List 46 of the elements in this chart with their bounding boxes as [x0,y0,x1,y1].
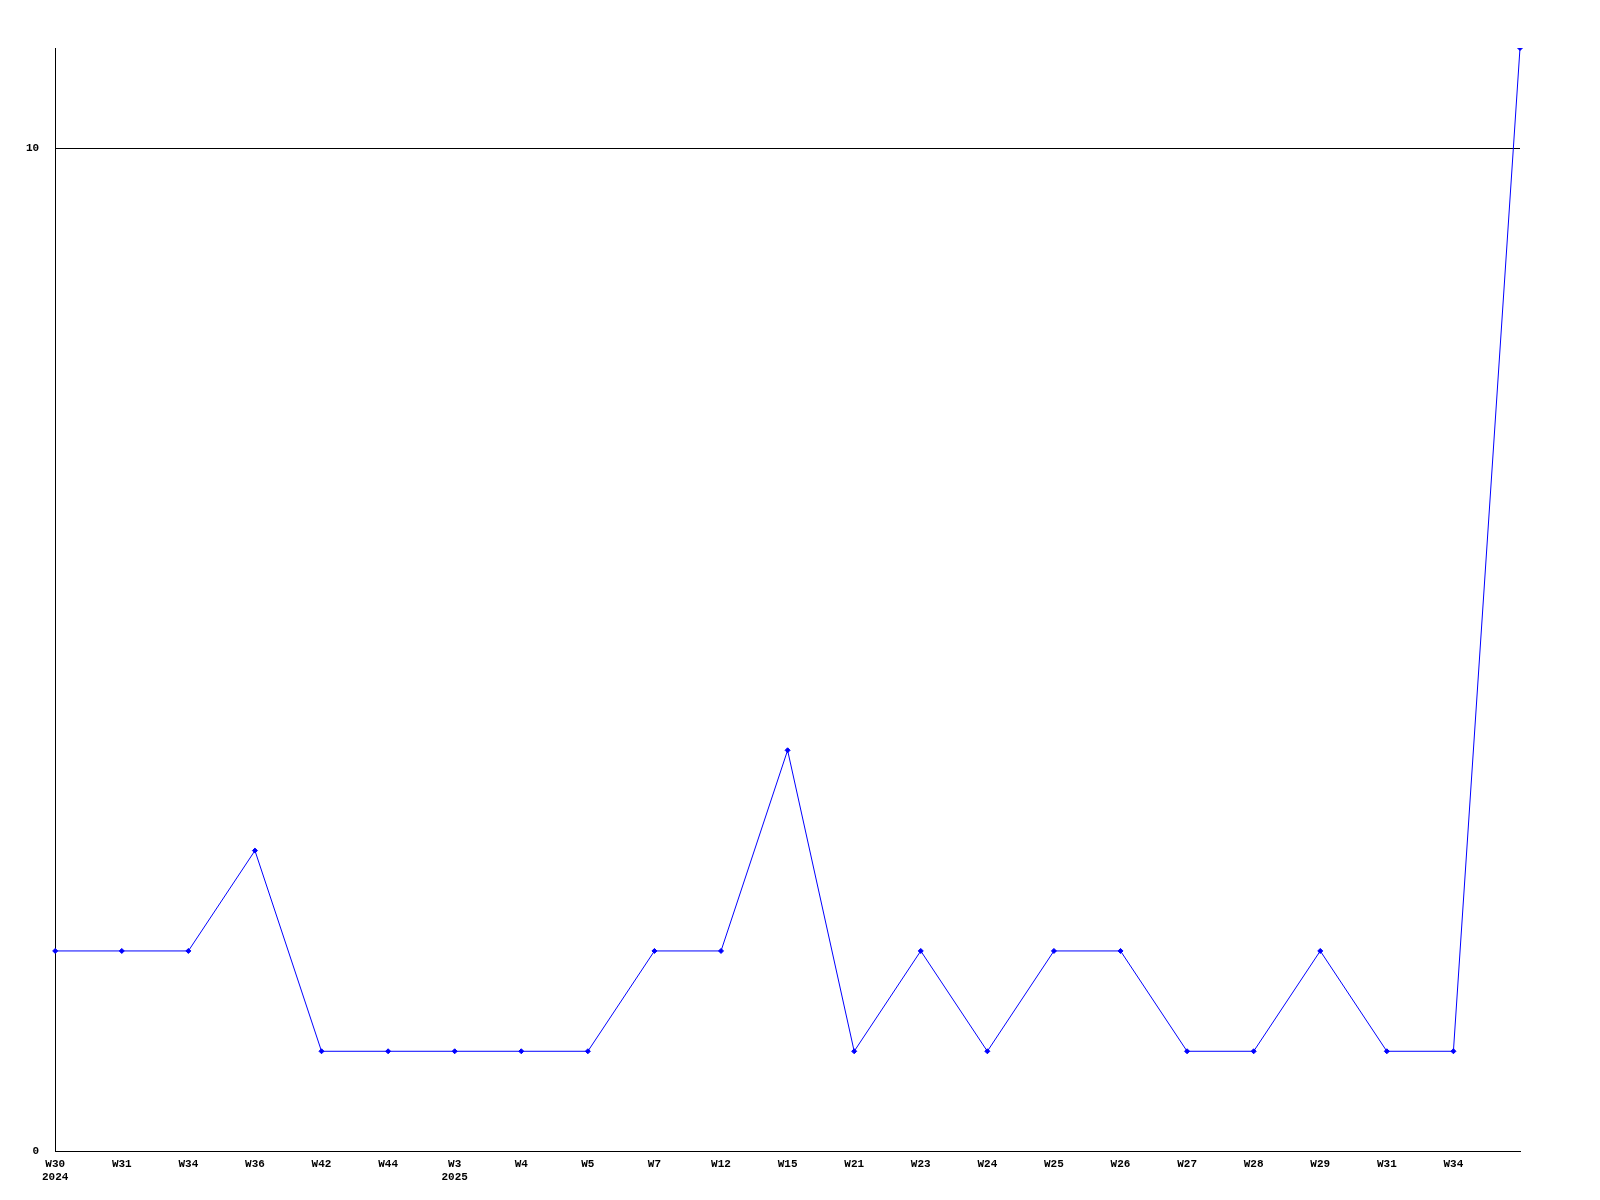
x-tick-label: W34 [1443,1157,1464,1170]
point [185,947,192,954]
y-tick-label: 10 [26,142,40,155]
point [1317,947,1324,954]
point [1383,1048,1390,1055]
x-tick-label: W31 [1376,1157,1398,1170]
x-tick-label: W36 [245,1157,265,1170]
x-tick-label: W23 [910,1157,932,1170]
point [251,847,258,854]
point [1117,947,1124,954]
x-tick-label: W24 [977,1157,998,1170]
point [318,1048,325,1055]
point [1184,1048,1191,1055]
x-tick-label: W44 [378,1157,399,1170]
x-tick-label: W31 [111,1157,133,1170]
x-tick-label: W15 [777,1157,798,1170]
point [52,947,59,954]
x-tick-label: W12 [711,1157,731,1170]
x-tick-label: W27 [1177,1157,1197,1170]
x-tick-label: W3 2025 [441,1157,469,1184]
x-tick-label: W30 2024 [42,1157,69,1184]
x-tick-label: W29 [1310,1157,1331,1170]
point [584,1048,591,1055]
point [385,1048,392,1055]
point [651,947,658,954]
x-tick-label: W34 [178,1157,199,1170]
x-tick-label: W26 [1110,1157,1131,1170]
point [518,1048,525,1055]
x-tick-label: W7 [647,1157,662,1170]
x-tick-label: W28 [1243,1157,1264,1170]
y-tick-label: 0 [32,1145,40,1158]
point [784,747,791,754]
point [451,1048,458,1055]
point [851,1048,858,1055]
point [917,947,924,954]
x-tick-label: W21 [844,1157,865,1170]
point [1250,1048,1257,1055]
x-tick-label: W5 [581,1157,595,1170]
x-tick-label: W4 [514,1157,529,1170]
point [718,947,725,954]
point [1050,947,1057,954]
point [1450,1048,1457,1055]
point [984,1048,991,1055]
x-tick-label: W42 [311,1157,332,1170]
x-tick-label: W25 [1044,1157,1065,1170]
point [118,947,125,954]
